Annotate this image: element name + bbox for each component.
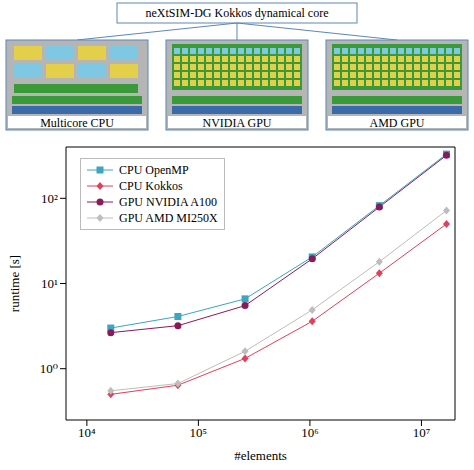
html-text:GPU AMD MI250X: GPU AMD MI250X (119, 210, 218, 225)
svg-text:Multicore CPU: Multicore CPU (40, 116, 114, 130)
html-text:CPU Kokkos: CPU Kokkos (119, 178, 183, 193)
html-text:GPU NVIDIA A100: GPU NVIDIA A100 (119, 194, 217, 209)
svg-text:10⁰: 10⁰ (40, 361, 58, 376)
html-text:CPU OpenMP: CPU OpenMP (119, 162, 189, 177)
svg-text:10²: 10² (41, 191, 58, 206)
svg-text:10⁵: 10⁵ (190, 425, 208, 440)
svg-text:AMD GPU: AMD GPU (369, 116, 424, 130)
svg-text:neXtSIM-DG Kokkos dynamical co: neXtSIM-DG Kokkos dynamical core (146, 6, 329, 20)
svg-text:NVIDIA GPU: NVIDIA GPU (203, 116, 272, 130)
svg-text:10⁶: 10⁶ (301, 425, 319, 440)
svg-text:10¹: 10¹ (41, 276, 58, 291)
svg-text:10⁴: 10⁴ (78, 425, 96, 440)
svg-text:10⁷: 10⁷ (413, 425, 431, 440)
svg-text:#elements: #elements (234, 448, 287, 463)
svg-text:runtime [s]: runtime [s] (7, 255, 22, 312)
